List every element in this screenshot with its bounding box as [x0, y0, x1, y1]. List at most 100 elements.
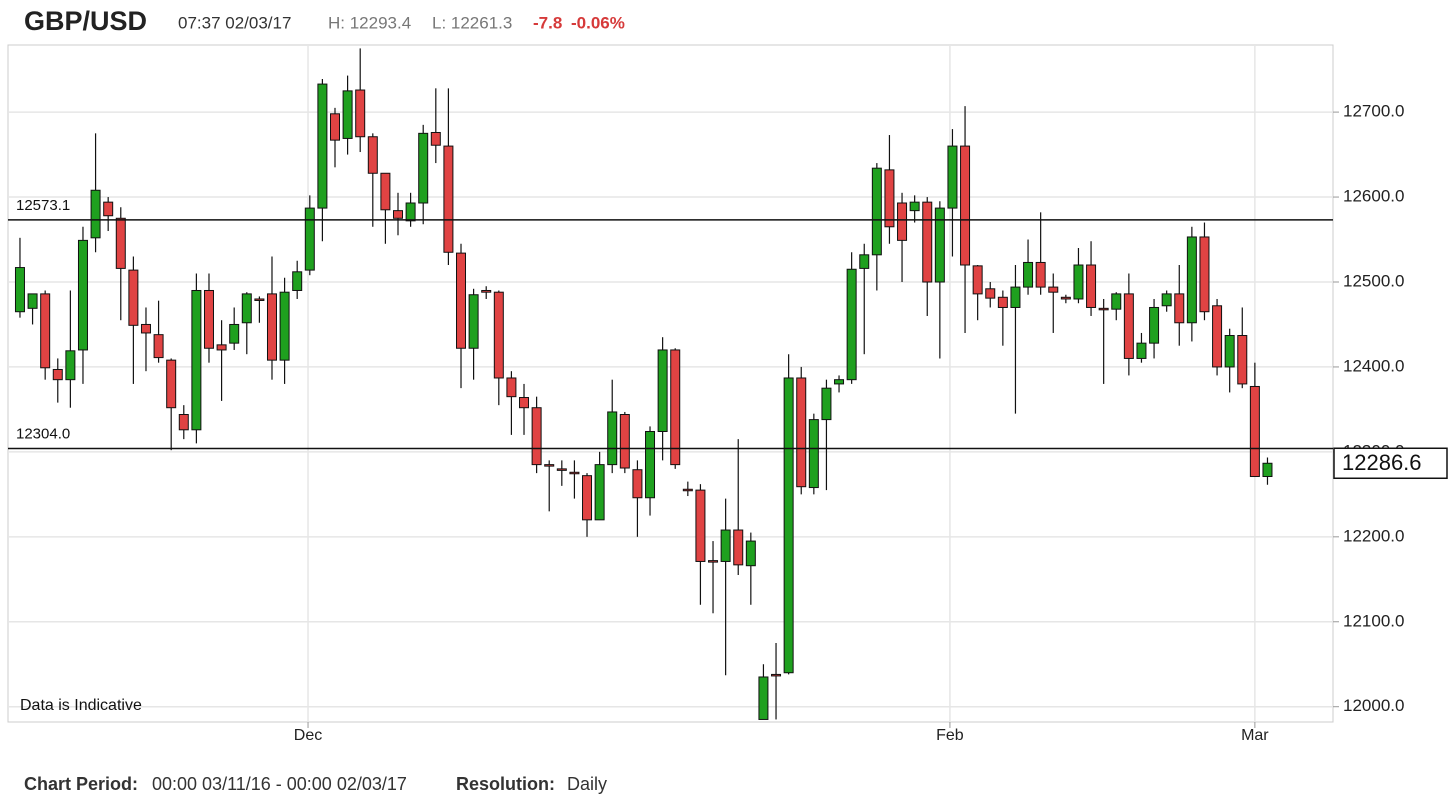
candle-body	[745, 540, 756, 567]
candle-body	[65, 350, 76, 381]
candle-body	[544, 464, 555, 467]
candle-body	[443, 145, 454, 253]
candle-body	[1199, 236, 1210, 313]
candle-body	[140, 323, 151, 334]
x-tick-label: Dec	[294, 727, 322, 744]
candle-body	[682, 488, 693, 492]
candle-body	[506, 377, 517, 398]
y-tick-label: 12200.0	[1343, 526, 1404, 545]
candle-body	[191, 289, 202, 431]
candle-body	[1086, 264, 1097, 308]
candle-body	[1212, 305, 1223, 368]
candle-body	[1174, 293, 1185, 324]
candle-body	[720, 529, 731, 562]
candle-body	[418, 132, 429, 204]
resolution-label: Resolution:	[456, 774, 555, 794]
candle-body	[203, 289, 214, 349]
y-tick-label: 12500.0	[1343, 271, 1404, 290]
y-tick-label: 12700.0	[1343, 102, 1404, 121]
candle-body	[922, 201, 933, 283]
candle-body	[1073, 264, 1084, 300]
candle-body	[90, 189, 101, 239]
candle-body	[1224, 335, 1235, 368]
symbol: GBP/USD	[24, 6, 147, 36]
candle-body	[569, 471, 580, 475]
candle-body	[304, 207, 315, 271]
resolution: Daily	[567, 774, 607, 794]
change: -7.8	[533, 13, 562, 32]
candle-body	[393, 210, 404, 219]
candle-body	[456, 252, 467, 349]
candle-body	[733, 529, 744, 566]
annotation: Data is Indicative	[20, 697, 142, 714]
candle-body	[1060, 296, 1071, 300]
last-price-box	[1333, 447, 1448, 480]
candle-body	[1249, 385, 1260, 478]
candle-body	[77, 239, 88, 351]
candle-body	[859, 254, 870, 269]
y-tick-label: 12000.0	[1343, 696, 1404, 715]
level-label: 12573.1	[16, 197, 70, 214]
candle-body	[1186, 236, 1197, 324]
candle-body	[367, 136, 378, 174]
y-tick-label: 12100.0	[1343, 611, 1404, 630]
candle-body	[1262, 462, 1273, 478]
candle-body	[846, 268, 857, 381]
candle-body	[645, 430, 656, 499]
candle-body	[229, 323, 240, 344]
candle-body	[380, 172, 391, 211]
candle-body	[166, 359, 177, 409]
candle-body	[934, 207, 945, 283]
candle-body	[493, 291, 504, 379]
candle-body	[1111, 293, 1122, 310]
candle-body	[997, 296, 1008, 308]
y-tick-label: 12400.0	[1343, 356, 1404, 375]
period: 00:00 03/11/16 - 00:00 02/03/17	[152, 774, 407, 794]
candle-body	[355, 89, 366, 138]
candle-body	[103, 201, 114, 217]
candle-body	[582, 475, 593, 521]
candle-body	[1123, 293, 1134, 359]
candle-body	[178, 414, 189, 431]
candle-body	[430, 131, 441, 146]
candle-body	[1237, 335, 1248, 385]
x-tick-label: Feb	[936, 727, 964, 744]
candle-body	[292, 271, 303, 291]
candle-body	[695, 489, 706, 562]
candle-body	[254, 298, 265, 301]
candle-body	[329, 113, 340, 141]
candle-body	[972, 265, 983, 295]
candle-body	[52, 368, 63, 381]
x-tick-label: Mar	[1241, 727, 1269, 744]
candle-body	[985, 288, 996, 299]
candle-body	[481, 289, 492, 293]
candle-body	[1048, 286, 1059, 293]
candle-body	[1035, 261, 1046, 288]
candle-body	[897, 202, 908, 241]
candle-body	[871, 167, 882, 256]
change-pct: -0.06%	[571, 13, 625, 32]
candle-body	[405, 202, 416, 222]
candle-body	[279, 291, 290, 361]
candle-body	[670, 349, 681, 466]
candle-body	[216, 344, 227, 351]
candle-body	[632, 469, 643, 499]
candle-body	[821, 387, 832, 421]
candle-body	[1010, 286, 1021, 308]
candle-body	[342, 90, 353, 139]
candle-body	[241, 293, 252, 324]
candle-body	[115, 217, 126, 269]
level-label: 12304.0	[16, 425, 70, 442]
candle-body	[468, 294, 479, 349]
candle-body	[808, 419, 819, 489]
candle-body	[531, 407, 542, 466]
candle-body	[519, 397, 530, 409]
candle-body	[1136, 342, 1147, 359]
candle-body	[708, 560, 719, 563]
candle-body	[909, 201, 920, 212]
candle-body	[40, 293, 51, 369]
candle-body	[947, 145, 958, 209]
candle-body	[1023, 261, 1034, 288]
